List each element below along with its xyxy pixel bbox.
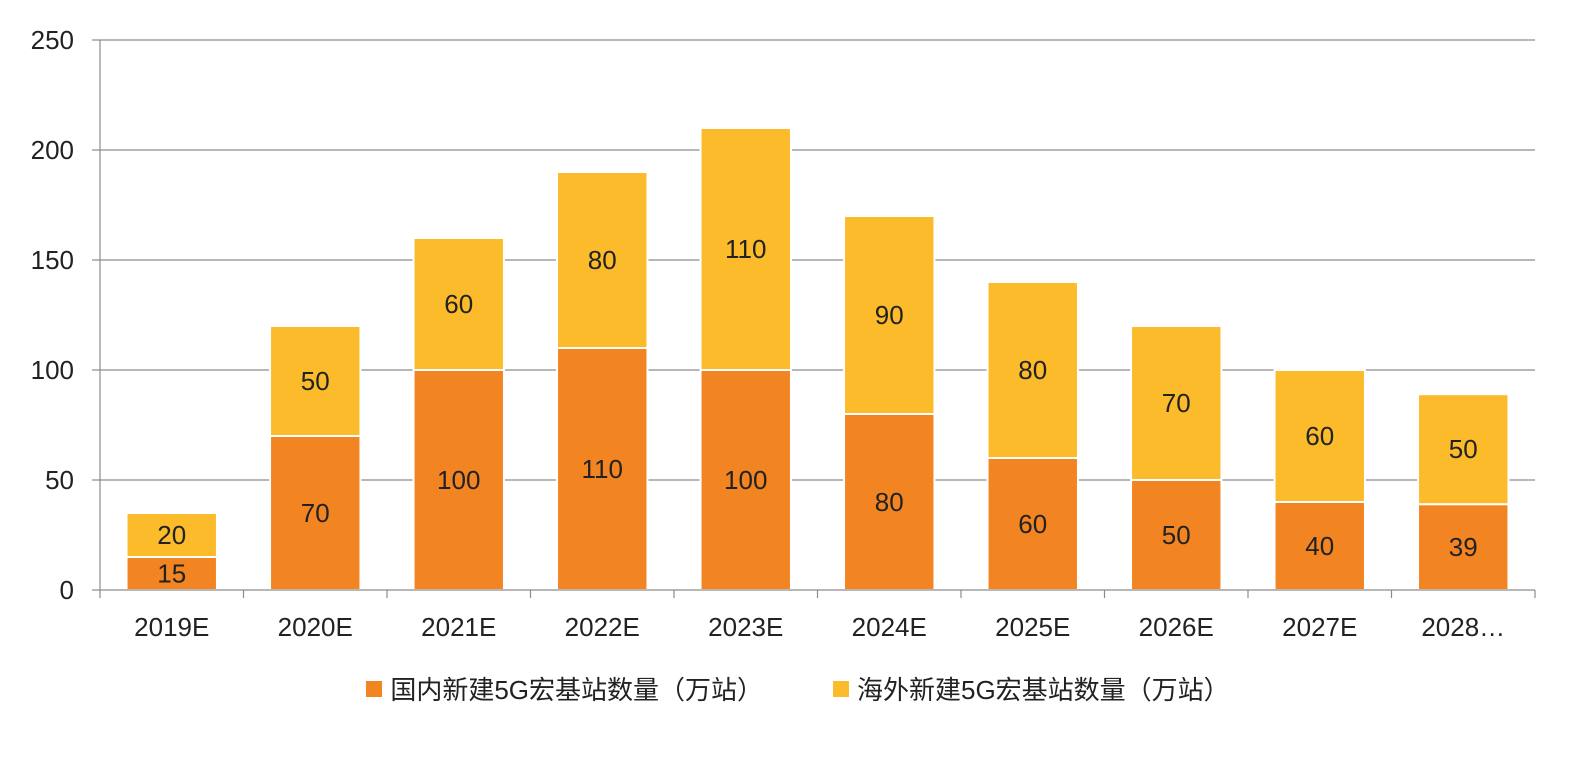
legend-label-overseas: 海外新建5G宏基站数量（万站） bbox=[857, 675, 1230, 705]
data-label-overseas: 80 bbox=[588, 245, 617, 275]
x-tick-label: 2028… bbox=[1421, 612, 1505, 642]
legend-item-domestic: 国内新建5G宏基站数量（万站） bbox=[366, 670, 763, 707]
data-label-domestic: 110 bbox=[582, 454, 623, 484]
x-tick-label: 2022E bbox=[565, 612, 640, 642]
data-label-overseas: 80 bbox=[1018, 355, 1047, 385]
data-label-domestic: 15 bbox=[157, 559, 186, 589]
data-label-domestic: 40 bbox=[1305, 531, 1334, 561]
x-tick-label: 2024E bbox=[852, 612, 927, 642]
data-label-overseas: 90 bbox=[875, 300, 904, 330]
data-label-domestic: 60 bbox=[1018, 509, 1047, 539]
legend-swatch-overseas bbox=[833, 680, 849, 697]
bars: 15 20 70 50 100 60 110 80 100 110 80 90 60 80 50 70 40 60… bbox=[125, 127, 1510, 592]
data-label-domestic: 100 bbox=[724, 465, 767, 495]
data-label-overseas: 20 bbox=[157, 520, 186, 550]
y-tick-label: 250 bbox=[31, 25, 74, 55]
x-tick-label: 2020E bbox=[278, 612, 353, 642]
bar-overseas bbox=[986, 281, 1079, 459]
bar-domestic bbox=[699, 369, 792, 591]
y-tick-label: 0 bbox=[60, 575, 74, 605]
y-tick-label: 100 bbox=[31, 355, 74, 385]
bar-overseas bbox=[1130, 325, 1223, 481]
bar-domestic bbox=[556, 347, 649, 591]
data-label-domestic: 70 bbox=[301, 498, 330, 528]
bar-domestic bbox=[986, 457, 1079, 591]
data-label-domestic: 39 bbox=[1449, 532, 1478, 562]
data-label-domestic: 50 bbox=[1162, 520, 1191, 550]
bar-overseas bbox=[556, 171, 649, 349]
legend-item-overseas: 海外新建5G宏基站数量（万站） bbox=[833, 670, 1230, 707]
y-tick-label: 200 bbox=[31, 135, 74, 165]
bar-domestic bbox=[125, 556, 218, 591]
data-label-overseas: 50 bbox=[301, 366, 330, 396]
bar-domestic bbox=[843, 413, 936, 591]
bar-overseas bbox=[125, 512, 218, 558]
y-tick-label: 150 bbox=[31, 245, 74, 275]
data-label-overseas: 70 bbox=[1162, 388, 1191, 418]
data-label-overseas: 60 bbox=[444, 289, 473, 319]
x-tick-label: 2021E bbox=[421, 612, 496, 642]
bar-overseas bbox=[1417, 393, 1510, 506]
stacked-bar-chart: 15 20 70 50 100 60 110 80 100 110 80 90 60 80 50 70 40 60… bbox=[31, 25, 1536, 642]
data-label-overseas: 110 bbox=[725, 234, 766, 264]
x-tick-label: 2027E bbox=[1282, 612, 1357, 642]
bar-domestic bbox=[1130, 479, 1223, 591]
bar-overseas bbox=[1273, 369, 1366, 503]
data-label-domestic: 100 bbox=[437, 465, 480, 495]
axes: 0 50 100 150 200 250 2019E 2020E 2021E 2022E 2023E… bbox=[31, 25, 1536, 642]
x-tick-label: 2023E bbox=[708, 612, 783, 642]
data-label-overseas: 60 bbox=[1305, 421, 1334, 451]
data-label-domestic: 80 bbox=[875, 487, 904, 517]
x-tick-label: 2019E bbox=[134, 612, 209, 642]
legend-label-domestic: 国内新建5G宏基站数量（万站） bbox=[390, 675, 763, 705]
x-tick-label: 2026E bbox=[1139, 612, 1214, 642]
bar-overseas bbox=[412, 237, 505, 371]
bar-overseas bbox=[699, 127, 792, 371]
bar-overseas bbox=[843, 215, 936, 415]
legend: 国内新建5G宏基站数量（万站） 海外新建5G宏基站数量（万站） bbox=[0, 670, 1596, 707]
bar-domestic bbox=[1417, 503, 1510, 592]
y-tick-label: 50 bbox=[45, 465, 74, 495]
bar-domestic bbox=[1273, 501, 1366, 591]
legend-swatch-domestic bbox=[366, 680, 383, 697]
x-tick-label: 2025E bbox=[995, 612, 1070, 642]
data-label-overseas: 50 bbox=[1449, 434, 1478, 464]
bar-overseas bbox=[269, 325, 362, 437]
